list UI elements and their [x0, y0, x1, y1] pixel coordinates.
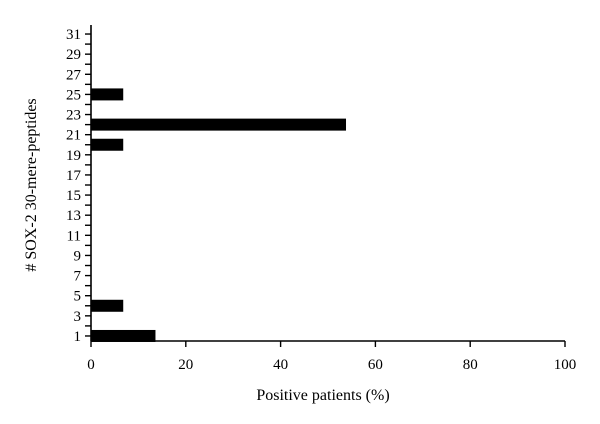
y-tick-label: 3 — [74, 309, 82, 325]
y-tick-label: 17 — [66, 168, 82, 184]
x-tick-label: 40 — [273, 357, 288, 373]
x-tick-label: 0 — [87, 357, 95, 373]
bar-peptide-20 — [91, 138, 124, 151]
y-tick-label: 21 — [66, 128, 81, 144]
bar-peptide-4 — [91, 299, 124, 312]
bars-group — [91, 88, 347, 342]
y-tick-label: 7 — [74, 269, 82, 285]
x-tick-label: 80 — [463, 357, 478, 373]
y-tick-label: 9 — [74, 248, 82, 264]
x-tick-label: 60 — [368, 357, 383, 373]
x-ticks-group: 0 20 40 60 80 100 — [87, 341, 576, 373]
x-axis-title: Positive patients (%) — [256, 387, 389, 404]
x-tick-label: 20 — [178, 357, 193, 373]
y-tick-label: 19 — [66, 148, 81, 164]
y-tick-label: 25 — [66, 87, 81, 103]
y-axis-title: # SOX-2 30-mere-peptides — [23, 98, 40, 271]
y-tick-label: 13 — [66, 208, 81, 224]
y-tick-label: 11 — [67, 228, 81, 244]
y-tick-label: 15 — [66, 188, 81, 204]
axes-group — [90, 25, 565, 342]
y-tick-label: 27 — [66, 67, 82, 83]
bar-peptide-22 — [91, 118, 347, 131]
x-tick-label: 100 — [554, 357, 577, 373]
y-tick-label: 29 — [66, 47, 81, 63]
y-tick-label: 1 — [74, 329, 82, 345]
y-tick-label: 5 — [74, 289, 82, 305]
bar-peptide-1 — [91, 329, 156, 342]
bar-peptide-25 — [91, 88, 124, 101]
y-tick-label: 23 — [66, 108, 81, 124]
y-tick-label: 31 — [66, 27, 81, 43]
